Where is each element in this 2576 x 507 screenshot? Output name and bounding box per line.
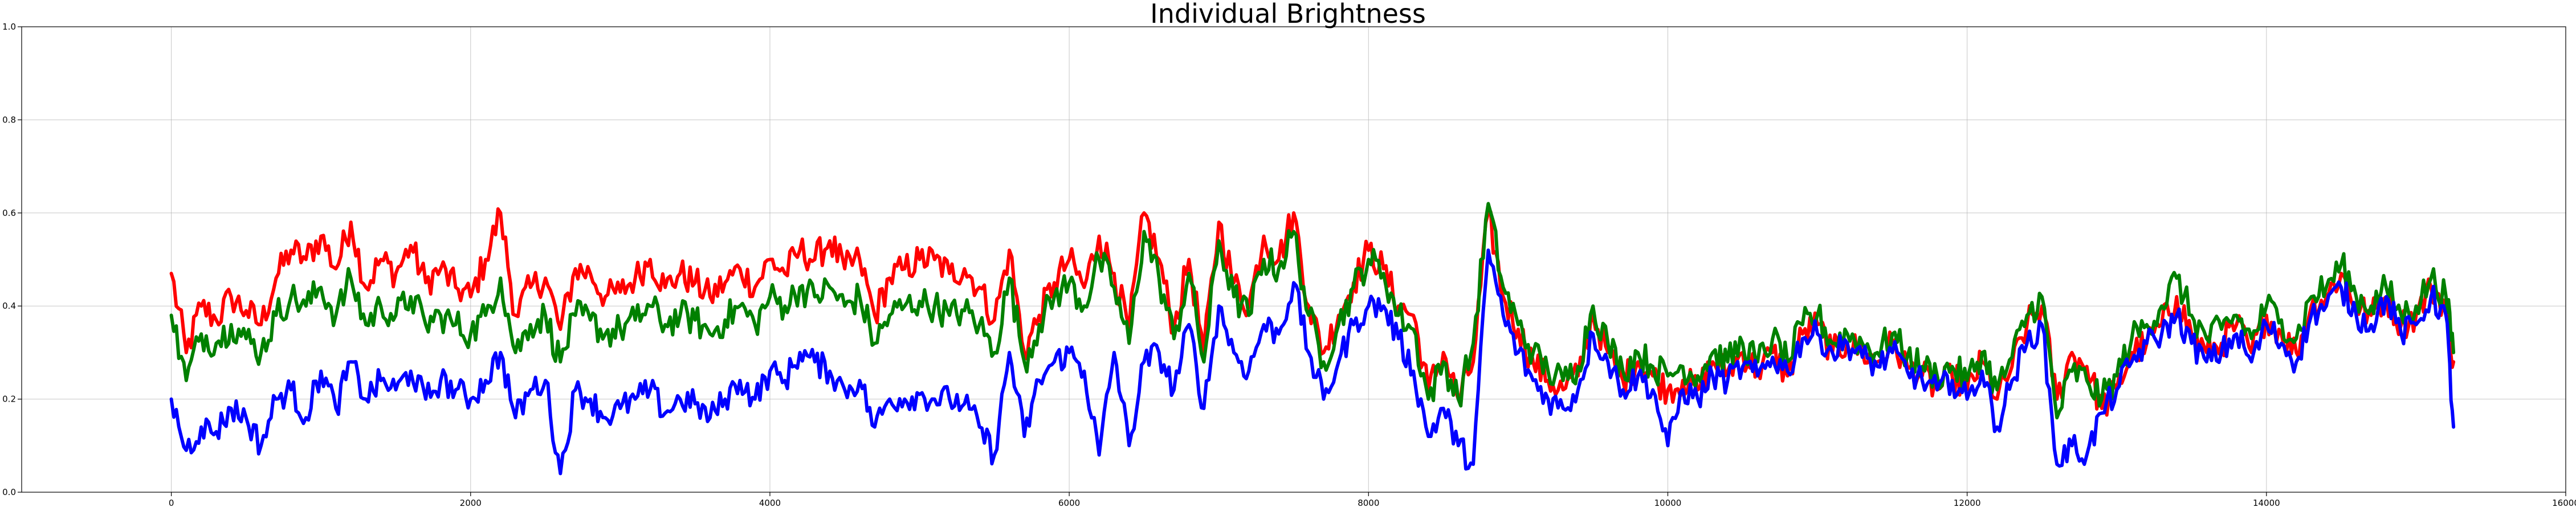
x-tick-label: 10000 <box>1654 498 1682 507</box>
x-tick-label: 14000 <box>2253 498 2280 507</box>
x-tick-label: 4000 <box>759 498 781 507</box>
series-layer <box>169 202 2456 476</box>
y-tick-label: 0.8 <box>2 115 16 125</box>
x-tick-label: 2000 <box>460 498 482 507</box>
series-line-2 <box>169 202 2456 420</box>
y-tick-label: 0.6 <box>2 208 16 218</box>
x-tick-label: 8000 <box>1358 498 1379 507</box>
x-tick-label: 12000 <box>1954 498 1981 507</box>
y-tick-label: 0.2 <box>2 394 16 404</box>
chart-title: Individual Brightness <box>1150 0 1426 29</box>
y-tick-label: 0.4 <box>2 301 16 311</box>
series-line-3 <box>169 248 2456 476</box>
x-tick-label: 6000 <box>1058 498 1080 507</box>
y-tick-label: 0.0 <box>2 487 16 497</box>
series-line-1 <box>169 207 2456 417</box>
y-tick-label: 1.0 <box>2 22 16 32</box>
axes <box>18 26 2566 496</box>
plot-frame <box>21 26 2566 493</box>
x-tick-label: 0 <box>169 498 174 507</box>
